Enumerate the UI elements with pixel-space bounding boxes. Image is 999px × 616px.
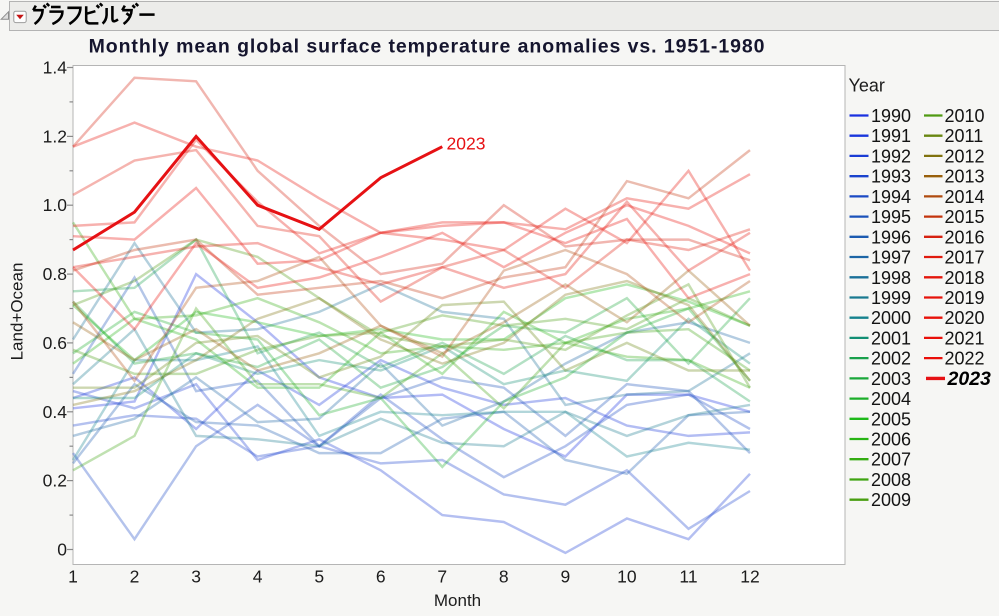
svg-text:2005: 2005 (871, 409, 911, 429)
svg-text:2001: 2001 (871, 328, 911, 348)
svg-text:1997: 1997 (871, 248, 911, 268)
svg-text:0.2: 0.2 (43, 471, 67, 491)
svg-text:2023: 2023 (447, 133, 486, 153)
svg-text:2009: 2009 (871, 490, 911, 510)
svg-text:12: 12 (740, 567, 759, 587)
svg-text:2004: 2004 (871, 389, 911, 409)
svg-text:8: 8 (499, 567, 509, 587)
svg-text:1.4: 1.4 (43, 58, 68, 78)
svg-text:10: 10 (617, 567, 637, 587)
svg-text:1990: 1990 (871, 106, 911, 126)
svg-text:1993: 1993 (871, 167, 911, 187)
svg-text:3: 3 (191, 567, 201, 587)
svg-text:0.4: 0.4 (43, 402, 68, 422)
svg-text:2020: 2020 (945, 308, 985, 328)
svg-text:2007: 2007 (871, 450, 911, 470)
svg-text:1.0: 1.0 (43, 195, 68, 215)
svg-text:2010: 2010 (945, 106, 985, 126)
svg-text:1: 1 (68, 567, 78, 587)
svg-text:4: 4 (253, 567, 263, 587)
svg-text:9: 9 (561, 567, 571, 587)
svg-text:Land+Ocean: Land+Ocean (8, 263, 27, 361)
svg-text:2019: 2019 (945, 288, 985, 308)
svg-text:2011: 2011 (945, 126, 984, 146)
svg-text:1998: 1998 (871, 268, 911, 288)
svg-text:2023: 2023 (947, 368, 992, 390)
svg-text:Monthly mean global surface te: Monthly mean global surface temperature … (89, 36, 766, 58)
svg-text:2012: 2012 (945, 146, 985, 166)
svg-text:11: 11 (679, 567, 697, 587)
svg-text:2014: 2014 (945, 187, 985, 207)
svg-text:2: 2 (130, 567, 140, 587)
svg-text:0.8: 0.8 (43, 264, 67, 284)
svg-text:5: 5 (314, 567, 324, 587)
svg-text:2021: 2021 (945, 328, 985, 348)
svg-text:2013: 2013 (945, 167, 985, 187)
svg-text:1991: 1991 (871, 126, 911, 146)
svg-text:2017: 2017 (945, 248, 985, 268)
svg-text:2003: 2003 (871, 369, 911, 389)
svg-text:1992: 1992 (871, 146, 911, 166)
svg-text:Year: Year (849, 75, 885, 95)
svg-text:1.2: 1.2 (43, 126, 67, 146)
svg-text:2018: 2018 (945, 268, 985, 288)
svg-text:2002: 2002 (871, 349, 911, 369)
svg-text:2022: 2022 (945, 349, 985, 369)
svg-text:Month: Month (434, 591, 481, 610)
svg-text:1996: 1996 (871, 227, 911, 247)
svg-text:1995: 1995 (871, 207, 911, 227)
svg-text:2015: 2015 (945, 207, 985, 227)
svg-text:2008: 2008 (871, 470, 911, 490)
svg-text:7: 7 (437, 567, 447, 587)
svg-text:2000: 2000 (871, 308, 911, 328)
svg-text:2016: 2016 (945, 227, 985, 247)
svg-text:2006: 2006 (871, 430, 911, 450)
svg-text:0: 0 (57, 540, 67, 560)
svg-text:1994: 1994 (871, 187, 911, 207)
svg-text:6: 6 (376, 567, 386, 587)
svg-text:0.6: 0.6 (43, 333, 67, 353)
svg-text:1999: 1999 (871, 288, 911, 308)
